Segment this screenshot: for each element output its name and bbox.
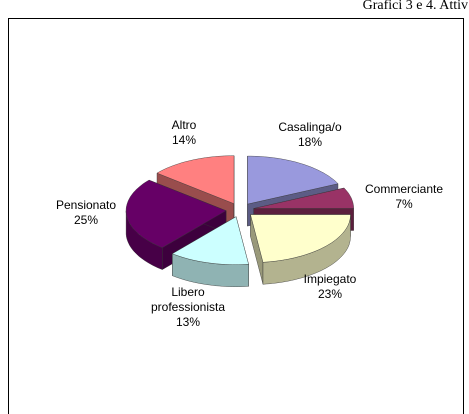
- slice: [253, 187, 354, 209]
- value-label: 18%: [297, 135, 323, 149]
- slice-label: Commerciante 7%: [356, 182, 452, 212]
- slice: [171, 216, 249, 265]
- category-label: Impiegato: [303, 272, 357, 286]
- slice: [125, 179, 227, 248]
- category-label: Pensionato: [55, 198, 117, 212]
- value-label: 13%: [175, 315, 201, 329]
- category-label: Casalinga/o: [278, 120, 342, 134]
- slice-label: Libero professionista 13%: [140, 285, 236, 330]
- value-label: 7%: [395, 197, 413, 211]
- slice-label: Pensionato 25%: [38, 198, 134, 228]
- frame: [8, 18, 464, 414]
- category-label: Libero professionista: [150, 285, 226, 314]
- slice-label: Casalinga/o 18%: [262, 120, 358, 150]
- pie: [125, 155, 354, 287]
- slice-label: Impiegato 23%: [282, 272, 378, 302]
- slice: [247, 155, 339, 205]
- slice-label: Altro 14%: [136, 118, 232, 148]
- slice: [156, 155, 235, 204]
- chart-title: Grafici 3 e 4. Attiv: [363, 0, 468, 13]
- value-label: 14%: [171, 133, 197, 147]
- category-label: Altro: [171, 118, 197, 132]
- value-label: 25%: [73, 213, 99, 227]
- category-label: Commerciante: [364, 182, 444, 196]
- slice: [250, 214, 351, 263]
- value-label: 23%: [317, 287, 343, 301]
